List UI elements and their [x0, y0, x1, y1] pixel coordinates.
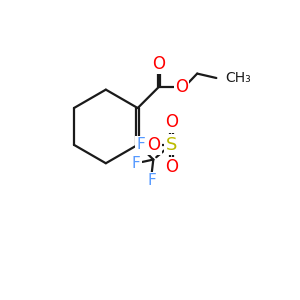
Text: O: O [175, 78, 188, 96]
Text: O: O [165, 158, 178, 176]
Text: O: O [147, 136, 161, 154]
Text: F: F [148, 173, 156, 188]
Text: O: O [152, 55, 165, 73]
Text: S: S [166, 136, 177, 154]
Text: O: O [165, 113, 178, 131]
Text: F: F [132, 156, 140, 171]
Text: CH₃: CH₃ [226, 71, 251, 85]
Text: F: F [136, 137, 145, 152]
